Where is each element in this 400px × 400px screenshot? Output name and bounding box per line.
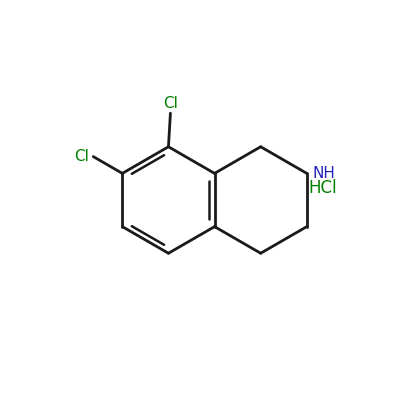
Text: NH: NH — [313, 166, 336, 181]
Text: HCl: HCl — [308, 179, 336, 197]
Text: Cl: Cl — [163, 96, 178, 111]
Text: Cl: Cl — [74, 149, 89, 164]
